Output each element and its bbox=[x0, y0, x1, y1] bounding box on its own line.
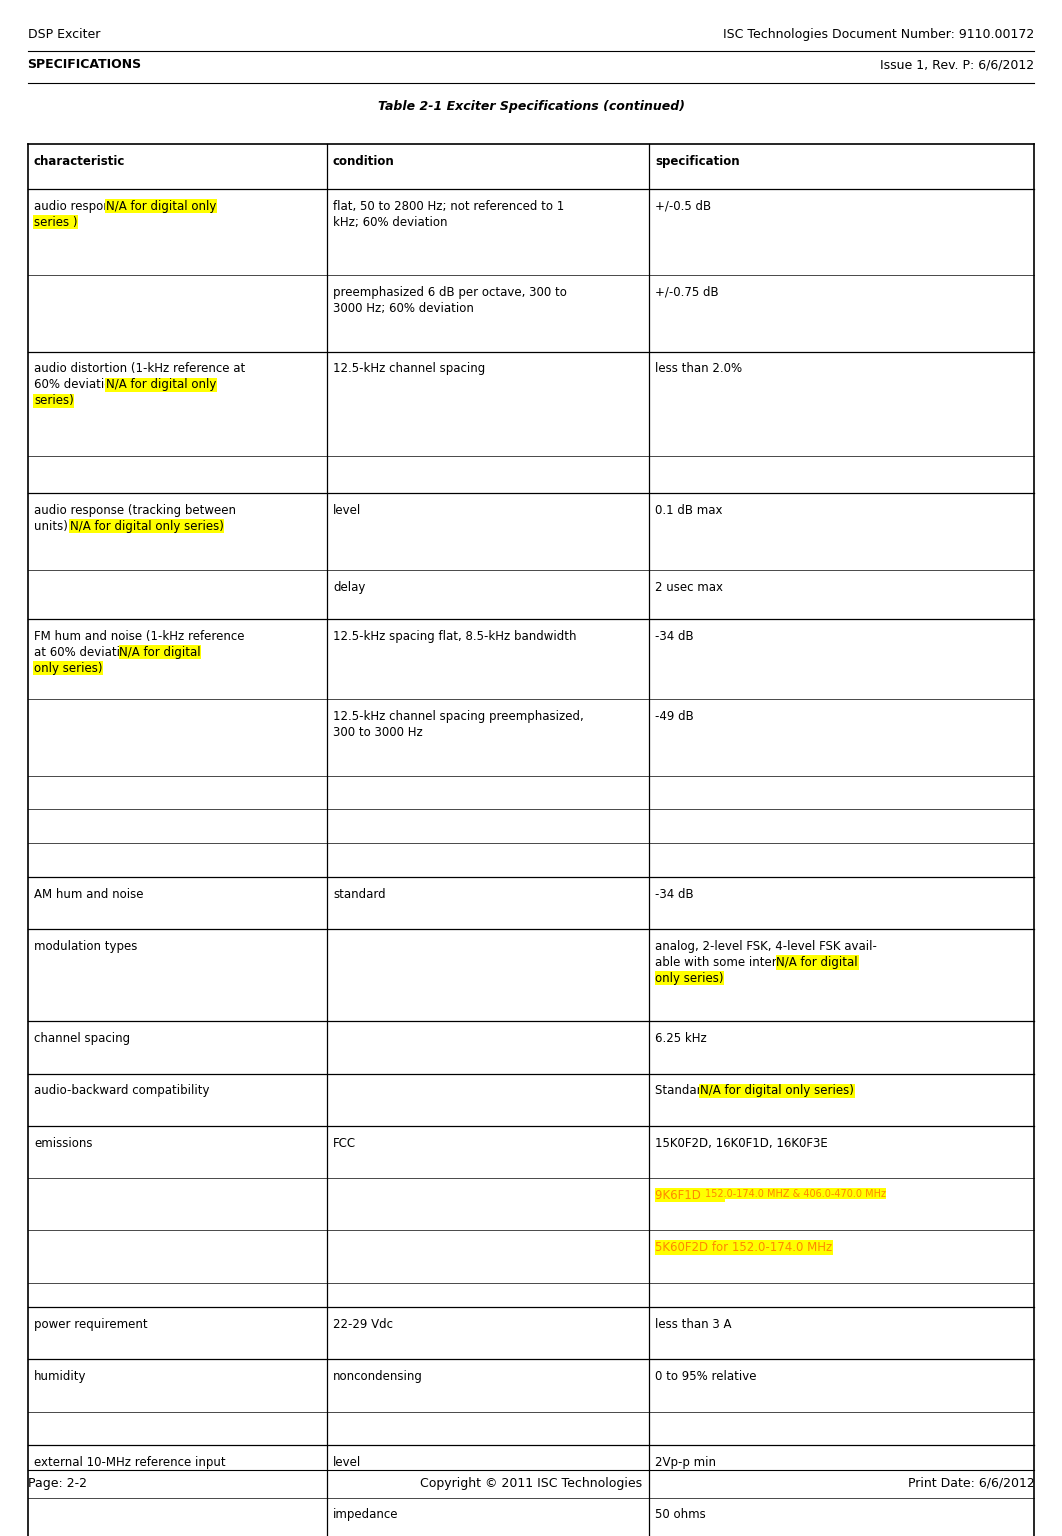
Text: kHz; 60% deviation: kHz; 60% deviation bbox=[333, 215, 447, 229]
Text: FM hum and noise (1-kHz reference: FM hum and noise (1-kHz reference bbox=[34, 630, 244, 642]
Text: 12.5-kHz spacing flat, 8.5-kHz bandwidth: 12.5-kHz spacing flat, 8.5-kHz bandwidth bbox=[333, 630, 577, 642]
Text: at 60% deviation) (: at 60% deviation) ( bbox=[34, 645, 148, 659]
Text: N/A for digital: N/A for digital bbox=[776, 955, 858, 969]
Text: specification: specification bbox=[655, 155, 740, 167]
Text: +/-0.5 dB: +/-0.5 dB bbox=[655, 200, 712, 212]
Text: audio response (tracking between: audio response (tracking between bbox=[34, 504, 236, 516]
Text: 0.1 dB max: 0.1 dB max bbox=[655, 504, 722, 516]
Text: only series): only series) bbox=[655, 972, 723, 985]
Text: flat, 50 to 2800 Hz; not referenced to 1: flat, 50 to 2800 Hz; not referenced to 1 bbox=[333, 200, 564, 212]
Text: channel spacing: channel spacing bbox=[34, 1032, 131, 1044]
Text: only series): only series) bbox=[34, 662, 103, 674]
Text: FCC: FCC bbox=[333, 1137, 356, 1149]
Text: delay: delay bbox=[333, 581, 365, 593]
Text: ISC Technologies Document Number: 9110.00172: ISC Technologies Document Number: 9110.0… bbox=[723, 28, 1034, 40]
Text: 5K60F2D for 152.0-174.0 MHz: 5K60F2D for 152.0-174.0 MHz bbox=[655, 1241, 833, 1253]
Text: -34 dB: -34 dB bbox=[655, 888, 693, 900]
Text: preemphasized 6 dB per octave, 300 to: preemphasized 6 dB per octave, 300 to bbox=[333, 286, 567, 298]
Text: 152.0-174.0 MHZ & 406.0-470.0 MHz: 152.0-174.0 MHZ & 406.0-470.0 MHz bbox=[704, 1189, 886, 1200]
Text: 12.5-kHz channel spacing preemphasized,: 12.5-kHz channel spacing preemphasized, bbox=[333, 710, 584, 722]
Text: AM hum and noise: AM hum and noise bbox=[34, 888, 143, 900]
Text: series): series) bbox=[34, 395, 73, 407]
Text: humidity: humidity bbox=[34, 1370, 86, 1382]
Text: audio response (: audio response ( bbox=[34, 200, 133, 212]
Text: standard: standard bbox=[333, 888, 386, 900]
Text: less than 3 A: less than 3 A bbox=[655, 1318, 732, 1330]
Text: audio-backward compatibility: audio-backward compatibility bbox=[34, 1084, 209, 1097]
Text: 15K0F2D, 16K0F1D, 16K0F3E: 15K0F2D, 16K0F1D, 16K0F3E bbox=[655, 1137, 828, 1149]
Text: N/A for digital only series): N/A for digital only series) bbox=[700, 1084, 854, 1097]
Text: 2 usec max: 2 usec max bbox=[655, 581, 723, 593]
Text: N/A for digital: N/A for digital bbox=[119, 645, 201, 659]
Text: analog, 2-level FSK, 4-level FSK avail-: analog, 2-level FSK, 4-level FSK avail- bbox=[655, 940, 877, 952]
Text: N/A for digital only: N/A for digital only bbox=[106, 378, 217, 392]
Text: Page: 2-2: Page: 2-2 bbox=[28, 1478, 87, 1490]
Text: 2Vp-p min: 2Vp-p min bbox=[655, 1456, 716, 1468]
Text: level: level bbox=[333, 504, 361, 516]
Text: impedance: impedance bbox=[333, 1508, 398, 1521]
Text: SPECIFICATIONS: SPECIFICATIONS bbox=[28, 58, 141, 71]
Text: Issue 1, Rev. P: 6/6/2012: Issue 1, Rev. P: 6/6/2012 bbox=[880, 58, 1034, 71]
Text: modulation types: modulation types bbox=[34, 940, 137, 952]
Text: 50 ohms: 50 ohms bbox=[655, 1508, 706, 1521]
Text: noncondensing: noncondensing bbox=[333, 1370, 423, 1382]
Text: Print Date: 6/6/2012: Print Date: 6/6/2012 bbox=[908, 1478, 1034, 1490]
Text: 60% deviation) (: 60% deviation) ( bbox=[34, 378, 132, 392]
Text: -49 dB: -49 dB bbox=[655, 710, 693, 722]
Text: 6.25 kHz: 6.25 kHz bbox=[655, 1032, 707, 1044]
Text: power requirement: power requirement bbox=[34, 1318, 148, 1330]
Text: external 10-MHz reference input: external 10-MHz reference input bbox=[34, 1456, 225, 1468]
Text: emissions: emissions bbox=[34, 1137, 92, 1149]
Text: able with some interfaces (: able with some interfaces ( bbox=[655, 955, 817, 969]
Text: 3000 Hz; 60% deviation: 3000 Hz; 60% deviation bbox=[333, 301, 474, 315]
Text: Table 2-1 Exciter Specifications (continued): Table 2-1 Exciter Specifications (contin… bbox=[377, 100, 685, 112]
Text: series ): series ) bbox=[34, 215, 78, 229]
Text: N/A for digital only series): N/A for digital only series) bbox=[70, 519, 224, 533]
Text: Standard (: Standard ( bbox=[655, 1084, 718, 1097]
Text: N/A for digital only: N/A for digital only bbox=[106, 200, 217, 212]
Text: audio distortion (1-kHz reference at: audio distortion (1-kHz reference at bbox=[34, 362, 245, 375]
Text: characteristic: characteristic bbox=[34, 155, 125, 167]
Text: 12.5-kHz channel spacing: 12.5-kHz channel spacing bbox=[333, 362, 485, 375]
Text: less than 2.0%: less than 2.0% bbox=[655, 362, 742, 375]
Text: -34 dB: -34 dB bbox=[655, 630, 693, 642]
Text: condition: condition bbox=[333, 155, 395, 167]
Text: 9K6F1D for: 9K6F1D for bbox=[655, 1189, 724, 1201]
Text: 300 to 3000 Hz: 300 to 3000 Hz bbox=[333, 725, 423, 739]
Text: units) (: units) ( bbox=[34, 519, 76, 533]
Text: DSP Exciter: DSP Exciter bbox=[28, 28, 100, 40]
Text: level: level bbox=[333, 1456, 361, 1468]
Text: 0 to 95% relative: 0 to 95% relative bbox=[655, 1370, 756, 1382]
Text: 22-29 Vdc: 22-29 Vdc bbox=[333, 1318, 393, 1330]
Text: +/-0.75 dB: +/-0.75 dB bbox=[655, 286, 719, 298]
Text: Copyright © 2011 ISC Technologies: Copyright © 2011 ISC Technologies bbox=[419, 1478, 643, 1490]
